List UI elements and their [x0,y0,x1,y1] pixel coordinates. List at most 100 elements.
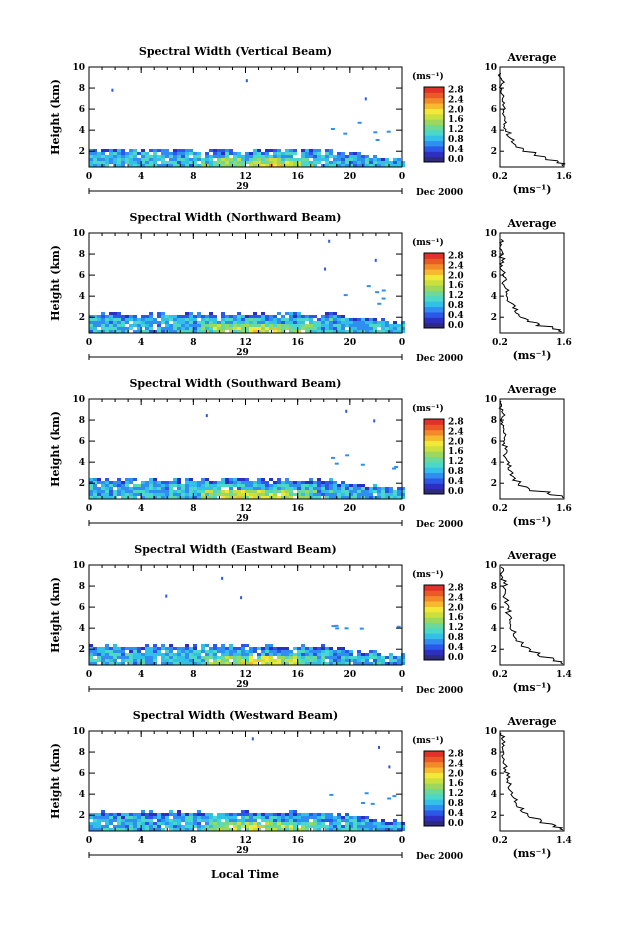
heatmap-cell [241,318,245,321]
heatmap-cell [353,164,357,167]
heatmap-cell [177,496,181,499]
heatmap-cell [177,647,181,650]
heatmap-cell [345,161,349,164]
heatmap-cell [293,810,297,813]
heatmap-cell [97,152,101,155]
colorbar-tick-label: 0.8 [448,799,464,809]
heatmap-cell [109,662,113,665]
heatmap-cell [325,318,329,321]
heatmap-cell [293,161,297,164]
heatmap-cell [153,659,157,662]
heatmap-cell [121,158,125,161]
heatmap-cell [341,484,345,487]
heatmap-cell [361,816,365,819]
heatmap-cell [93,662,97,665]
heatmap-cell [309,478,313,481]
heatmap-cell [225,816,229,819]
heatmap-cell [129,496,133,499]
heatmap-cell [177,662,181,665]
heatmap-cell [189,152,193,155]
heatmap-cell [341,816,345,819]
heatmap-cell [397,496,401,499]
heatmap-cell [121,653,125,656]
heatmap-cell [197,825,201,828]
heatmap-cell [93,315,97,318]
heatmap-cell [205,481,209,484]
heatmap-cell [317,650,321,653]
heatmap-cell [237,493,241,496]
heatmap-cell [273,662,277,665]
heatmap-cell [265,321,269,324]
heatmap-cell [393,825,397,828]
heatmap-cell [145,819,149,822]
heatmap-cell [241,158,245,161]
heatmap-cell [337,161,341,164]
heatmap-cell [129,813,133,816]
heatmap-cell [117,647,121,650]
heatmap-cell [337,653,341,656]
profile-line [499,566,564,665]
heatmap-cell [241,650,245,653]
heatmap-cell [357,662,361,665]
heatmap-cell [145,496,149,499]
heatmap-cell [105,662,109,665]
heatmap-cell [105,644,109,647]
heatmap-cell [233,656,237,659]
heatmap-cell [189,487,193,490]
heatmap-cell [249,653,253,656]
heatmap-cell [169,318,173,321]
y-tick-label: 4 [79,624,85,634]
heatmap-cell [129,152,133,155]
heatmap-cell [317,828,321,831]
heatmap-cell [145,493,149,496]
heatmap-cell [277,813,281,816]
heatmap-cell [181,155,185,158]
heatmap-cell [297,816,301,819]
heatmap-cell [261,816,265,819]
heatmap-cell [381,321,385,324]
heatmap-cell [101,490,105,493]
heatmap-cell [353,330,357,333]
heatmap-cell [145,315,149,318]
heatmap-cell [341,653,345,656]
heatmap-cell [173,496,177,499]
heatmap-cell [277,659,281,662]
heatmap-cell [133,659,137,662]
colorbar-tick-label: 0.4 [448,477,464,487]
heatmap-cell [337,315,341,318]
heatmap-cell [313,828,317,831]
profile-frame [499,398,565,500]
heatmap-cell [389,327,393,330]
heatmap-cell [109,487,113,490]
heatmap-cell [137,819,141,822]
heatmap-cell [301,819,305,822]
colorbar-tick-label: 0.0 [448,819,464,829]
heatmap-cell [141,825,145,828]
heatmap-cell [137,330,141,333]
heatmap-cell [245,487,249,490]
heatmap-cell [201,825,205,828]
heatmap-cell [389,825,393,828]
heatmap-cell [89,478,93,481]
heatmap-cell [89,164,93,167]
x-tick-label: 0 [399,504,405,514]
heatmap-cell [309,825,313,828]
heatmap-cell [281,324,285,327]
heatmap-cell [221,327,225,330]
heatmap-cell [105,819,109,822]
heatmap-cell [241,662,245,665]
heatmap-cell [97,647,101,650]
heatmap-cell [93,481,97,484]
heatmap-cell [93,490,97,493]
heatmap-cell [201,324,205,327]
heatmap-cell [293,828,297,831]
heatmap-cell [113,816,117,819]
heatmap-cell [377,164,381,167]
heatmap-cell [281,653,285,656]
heatmap-cell [185,164,189,167]
heatmap-cell [373,822,377,825]
date-label: Dec 2000 [416,852,463,862]
heatmap-cell [357,327,361,330]
heatmap-cell [133,493,137,496]
heatmap-cell [229,487,233,490]
